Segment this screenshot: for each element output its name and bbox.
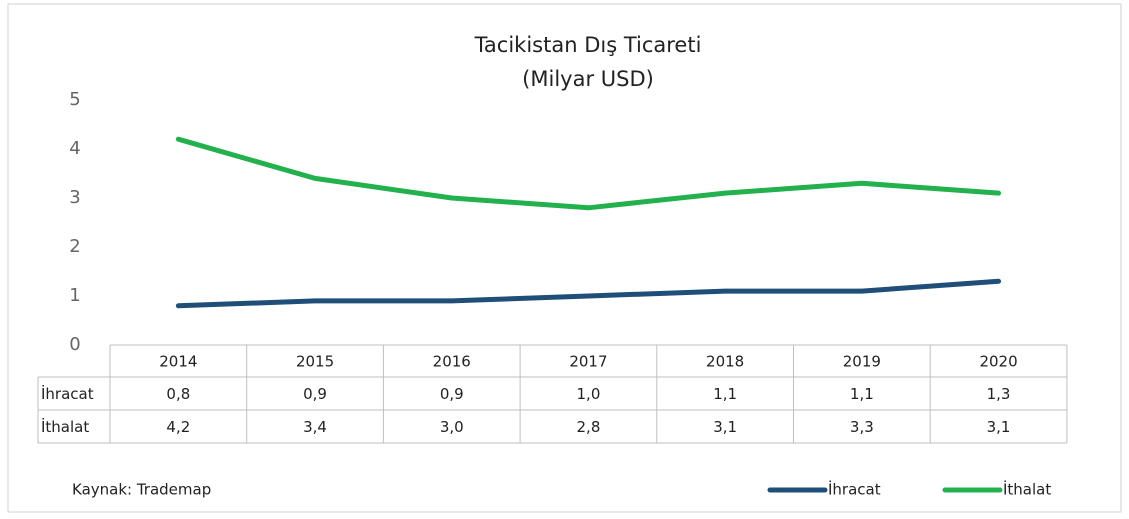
- table-cell: 3,1: [987, 418, 1011, 436]
- table-cell: 0,9: [440, 385, 464, 403]
- table-cell: 0,8: [166, 385, 190, 403]
- table-cell: 3,1: [713, 418, 737, 436]
- y-tick-label: 2: [69, 236, 80, 257]
- table-cell: 2,8: [577, 418, 601, 436]
- y-tick-label: 1: [69, 285, 80, 306]
- table-cell: 0,9: [303, 385, 327, 403]
- legend-label: İthalat: [1003, 480, 1051, 499]
- series-line: [175, 136, 1002, 211]
- y-tick-label: 3: [69, 187, 80, 208]
- y-tick-label: 5: [69, 89, 80, 110]
- chart-title: Tacikistan Dış Ticareti: [474, 33, 702, 57]
- table-cell: 1,1: [713, 385, 737, 403]
- y-tick-label: 4: [69, 138, 80, 159]
- table-cell: 3,3: [850, 418, 874, 436]
- table-cell: 3,0: [440, 418, 464, 436]
- x-tick-label: 2019: [843, 353, 881, 371]
- x-tick-label: 2020: [979, 353, 1017, 371]
- legend-label: İhracat: [828, 480, 881, 499]
- table-row-label: İhracat: [41, 384, 94, 403]
- table-cell: 1,0: [577, 385, 601, 403]
- table-cell: 1,1: [850, 385, 874, 403]
- table-cell: 1,3: [987, 385, 1011, 403]
- x-tick-label: 2018: [706, 353, 744, 371]
- series-line: [175, 278, 1002, 309]
- table-cell: 4,2: [166, 418, 190, 436]
- source-note: Kaynak: Trademap: [72, 481, 211, 499]
- chart-frame: [7, 3, 1122, 513]
- table-cell: 3,4: [303, 418, 327, 436]
- x-tick-label: 2014: [159, 353, 197, 371]
- chart-subtitle: (Milyar USD): [522, 67, 654, 91]
- x-tick-label: 2016: [433, 353, 471, 371]
- y-tick-label: 0: [69, 334, 80, 355]
- x-tick-label: 2017: [569, 353, 607, 371]
- x-tick-label: 2015: [296, 353, 334, 371]
- table-row-label: İthalat: [41, 417, 89, 436]
